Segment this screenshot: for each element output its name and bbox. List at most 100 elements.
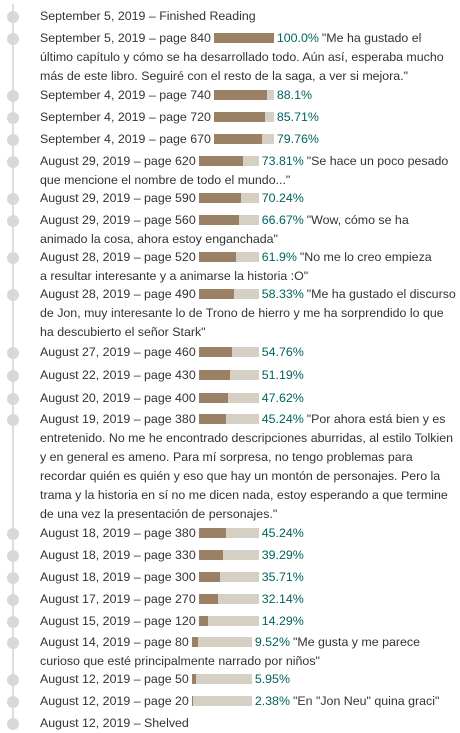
progress-percent: 14.29% [261,614,304,628]
progress-percent: 9.52% [254,635,290,649]
entry-date: August 20, 2019 [40,391,131,405]
progress-percent: 39.29% [261,548,304,562]
timeline-dot [7,594,19,606]
entry-page: page 380 [144,526,196,540]
progress-percent: 79.76% [276,132,319,146]
timeline-dot [7,616,19,628]
entry-date: August 27, 2019 [40,345,131,359]
progress-bar [213,134,274,144]
timeline-dot [7,393,19,405]
progress-bar-fill [213,112,265,122]
progress-bar-fill [213,33,274,43]
entry-date: September 4, 2019 [40,110,146,124]
timeline-dot [7,718,19,730]
entry-page: page 430 [144,368,196,382]
entry-page: page 460 [144,345,196,359]
timeline-dot [7,572,19,584]
progress-percent: 45.24% [261,526,304,540]
entry-page: page 120 [144,614,196,628]
progress-comment: "En "Jon Neu" quina graci" [292,694,440,708]
entry-content: September 5, 2019 – Finished Reading [40,9,256,23]
entry-content: August 12, 2019 – page 50 5.95% [40,672,290,686]
timeline-dot [7,696,19,708]
entry-content: August 12, 2019 – page 20 2.38% "En "Jon N… [40,694,440,708]
entry-content: August 28, 2019 – page 490 58.33% "Me ha g… [40,287,456,339]
progress-bar [198,193,259,203]
progress-percent: 88.1% [276,88,313,102]
progress-percent: 32.14% [261,592,304,606]
progress-bar [213,112,274,122]
timeline-dot [7,637,19,649]
entry-date: August 12, 2019 [40,672,131,686]
progress-bar-fill [198,289,234,299]
progress-bar [213,33,274,43]
progress-bar-fill [213,134,262,144]
entry-content: August 19, 2019 – page 380 45.24% "Por aho… [40,412,454,521]
timeline-dot [7,347,19,359]
entry-content: August 18, 2019 – page 380 45.24% [40,526,304,540]
progress-percent: 51.19% [261,368,304,382]
progress-bar-fill [198,193,241,203]
entry-page: page 490 [144,287,196,301]
entry-page: page 330 [144,548,196,562]
entry-content: August 18, 2019 – page 330 39.29% [40,548,304,562]
progress-bar [213,90,274,100]
entry-date: August 28, 2019 [40,250,131,264]
entry-content: August 14, 2019 – page 80 9.52% "Me gusta … [40,635,420,668]
entry-page: page 400 [144,391,196,405]
entry-content: August 28, 2019 – page 520 61.9% "No me lo… [40,250,432,283]
timeline-dot [7,156,19,168]
progress-bar-fill [198,550,223,560]
entry-date: August 18, 2019 [40,526,131,540]
progress-bar [198,289,259,299]
progress-bar [198,393,259,403]
progress-bar-fill [213,90,267,100]
progress-bar [191,637,252,647]
timeline-dot [7,674,19,686]
entry-date: August 29, 2019 [40,213,131,227]
timeline-dot [7,370,19,382]
entry-page: page 520 [144,250,196,264]
progress-bar [198,414,259,424]
entry-page: page 20 [144,694,189,708]
timeline-dot [7,550,19,562]
progress-bar [198,594,259,604]
entry-page: page 380 [144,412,196,426]
progress-bar [198,215,259,225]
entry-content: September 4, 2019 – page 740 88.1% [40,88,313,102]
timeline-dot [7,215,19,227]
entry-page: page 720 [159,110,211,124]
progress-percent: 54.76% [261,345,304,359]
entry-page: page 270 [144,592,196,606]
progress-bar-fill [198,616,208,626]
progress-percent: 45.24% [261,412,304,426]
entry-date: August 12, 2019 [40,694,131,708]
progress-bar [198,347,259,357]
timeline-dot [7,193,19,205]
timeline-dot [7,252,19,264]
entry-date: August 28, 2019 [40,287,131,301]
progress-percent: 47.62% [261,391,304,405]
progress-comment: "Wow, cómo se ha animado la cosa, ahora … [40,213,409,246]
entry-date: August 14, 2019 [40,635,131,649]
progress-comment: "Me gusta y me parece curioso que esté p… [40,635,420,668]
entry-date: September 4, 2019 [40,88,146,102]
entry-page: page 560 [144,213,196,227]
progress-bar-fill [191,696,193,706]
entry-date: August 29, 2019 [40,191,131,205]
progress-bar [198,252,259,262]
progress-percent: 66.67% [261,213,304,227]
entry-date: September 4, 2019 [40,132,146,146]
entry-page: page 80 [144,635,189,649]
timeline-dot [7,528,19,540]
entry-page: page 620 [144,154,196,168]
progress-comment: "Me ha gustado el último capítulo y cómo… [40,31,444,83]
entry-content: August 17, 2019 – page 270 32.14% [40,592,304,606]
entry-content: August 12, 2019 – Shelved [40,716,189,730]
entry-date: August 18, 2019 [40,570,131,584]
progress-bar [198,156,259,166]
entry-page: page 50 [144,672,189,686]
entry-date: August 29, 2019 [40,154,131,168]
progress-bar-fill [198,572,220,582]
